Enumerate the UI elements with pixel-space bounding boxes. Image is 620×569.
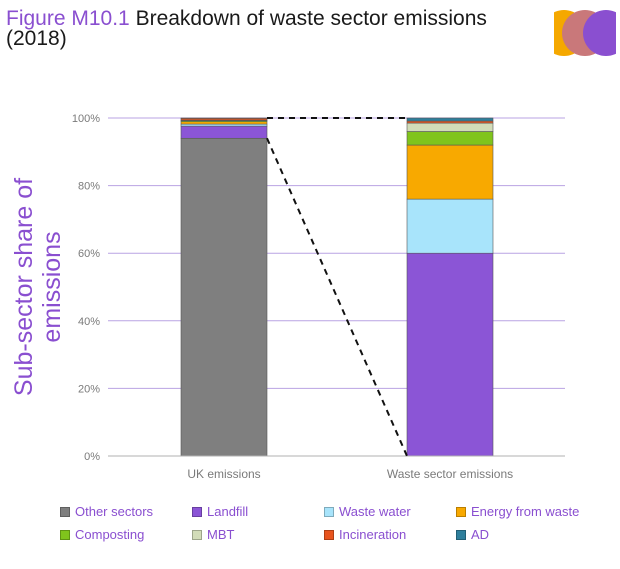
legend-label: Incineration	[339, 527, 407, 542]
stacked-bar-chart: 0% 20% 40% 60% 80% 100% Sub-sector share ofemi…	[10, 113, 565, 481]
figure-title: Figure M10.1 Breakdown of waste sector e…	[6, 7, 487, 50]
legend-item: Incineration	[324, 527, 406, 542]
legend-swatch	[324, 506, 334, 517]
bar-segment-incineration	[406, 120, 494, 124]
y-tick-label: 80%	[78, 181, 100, 193]
bar-segment-waste-water	[406, 198, 494, 254]
bar-segment-composting	[406, 131, 494, 146]
legend-label: Landfill	[207, 504, 249, 519]
bar-segment-landfill	[406, 252, 494, 457]
legend-item: Waste water	[324, 504, 411, 519]
y-tick-label: 40%	[78, 316, 100, 328]
bar-segment-waste-water	[180, 123, 268, 127]
legend-label: Other sectors	[75, 504, 154, 519]
bar-segment-landfill	[180, 125, 268, 139]
bar-segment-energy-from-waste	[406, 144, 494, 200]
y-tick-label: 0%	[84, 451, 100, 463]
legend-swatch	[192, 506, 202, 517]
x-category-label: Waste sector emissions	[387, 467, 513, 481]
bar-segment-energy-from-waste	[180, 121, 268, 125]
bar-segment-ad	[406, 117, 494, 122]
legend-swatch	[60, 529, 70, 540]
y-axis-title: Sub-sector share ofemissions	[10, 178, 66, 396]
legend-label: MBT	[207, 527, 235, 542]
legend-swatch	[456, 529, 466, 540]
legend-label: Energy from waste	[471, 504, 580, 519]
legend-item: MBT	[192, 527, 234, 542]
legend-label: AD	[471, 527, 490, 542]
logo-circle-purple	[583, 10, 616, 56]
title-text: Breakdown of waste sector emissions	[135, 7, 487, 30]
bar-segment-mbt	[406, 122, 494, 132]
legend-item: Other sectors	[60, 504, 153, 519]
legend-label: Waste water	[339, 504, 411, 519]
y-tick-label: 60%	[78, 248, 100, 260]
title-year: (2018)	[6, 27, 67, 50]
y-tick-label: 100%	[72, 113, 100, 125]
x-category-label: UK emissions	[187, 467, 260, 481]
legend-swatch	[192, 529, 202, 540]
legend-item: Composting	[60, 527, 144, 542]
bar-segment-other-sectors	[180, 137, 268, 457]
legend-item: Landfill	[192, 504, 248, 519]
legend-item: Energy from waste	[456, 504, 579, 519]
legend-label: Composting	[75, 527, 145, 542]
dashed-connector-bottom	[266, 137, 408, 457]
legend-swatch	[456, 506, 466, 517]
legend-swatch	[60, 506, 70, 517]
legend-swatch	[324, 529, 334, 540]
y-tick-label: 20%	[78, 383, 100, 395]
legend-item: AD	[456, 527, 489, 542]
three-overlapping-circles-logo	[540, 10, 616, 56]
figure-label: Figure M10.1	[6, 7, 130, 30]
